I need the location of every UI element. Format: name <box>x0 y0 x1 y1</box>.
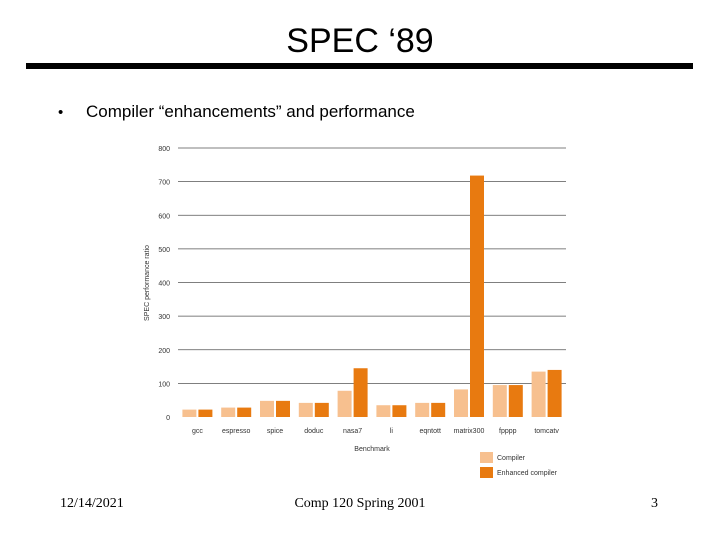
title-divider <box>26 63 693 69</box>
footer-page-number: 3 <box>651 496 658 511</box>
y-tick-label: 800 <box>158 146 170 153</box>
y-tick-label: 100 <box>158 381 170 388</box>
legend-swatch <box>480 452 493 463</box>
x-tick-label: doduc <box>304 428 324 435</box>
bar-matrix300-compiler <box>454 389 468 417</box>
x-tick-label: tomcatv <box>534 428 559 435</box>
bar-spice-compiler <box>260 400 274 417</box>
x-tick-label: eqntott <box>419 428 440 435</box>
bar-li-enhanced <box>392 405 407 417</box>
x-tick-label: spice <box>267 428 283 435</box>
x-tick-label: matrix300 <box>454 428 485 435</box>
bar-li-compiler <box>376 405 391 417</box>
x-tick-label: espresso <box>222 428 251 435</box>
bullet-marker: • <box>58 104 64 121</box>
bullet-text: Compiler “enhancements” and performance <box>86 102 415 121</box>
legend-label: Compiler <box>497 455 526 462</box>
x-tick-label: nasa7 <box>343 428 362 435</box>
slide-title: SPEC ‘89 <box>286 22 434 60</box>
bar-nasa7-compiler <box>337 390 352 417</box>
legend-label: Enhanced compiler <box>497 470 558 477</box>
bar-eqntott-enhanced <box>431 402 446 417</box>
y-tick-label: 0 <box>166 415 170 422</box>
bar-fpppp-compiler <box>492 385 507 417</box>
y-axis-label: SPEC performance ratio <box>144 245 151 321</box>
bar-gcc-compiler <box>182 409 197 417</box>
bar-gcc-enhanced <box>198 409 213 417</box>
x-tick-label: fpppp <box>499 428 517 435</box>
bar-tomcatv-enhanced <box>547 369 562 417</box>
y-tick-label: 200 <box>158 348 170 355</box>
x-tick-label: li <box>390 428 394 435</box>
bar-espresso-compiler <box>221 407 236 417</box>
bar-tomcatv-compiler <box>531 371 546 417</box>
footer-date: 12/14/2021 <box>60 496 124 511</box>
bar-doduc-compiler <box>298 402 313 417</box>
y-tick-label: 500 <box>158 247 170 254</box>
bar-spice-enhanced <box>276 400 290 417</box>
x-tick-label: gcc <box>192 428 203 435</box>
y-tick-label: 400 <box>158 281 170 288</box>
y-tick-label: 700 <box>158 180 170 187</box>
bar-nasa7-enhanced <box>353 368 368 417</box>
bar-matrix300-enhanced <box>470 175 484 417</box>
y-tick-label: 300 <box>158 314 170 321</box>
bar-eqntott-compiler <box>415 402 430 417</box>
legend-swatch <box>480 467 493 478</box>
x-axis-label: Benchmark <box>354 446 390 453</box>
bar-espresso-enhanced <box>237 407 252 417</box>
y-tick-label: 600 <box>158 213 170 220</box>
footer-course: Comp 120 Spring 2001 <box>294 496 426 511</box>
bar-doduc-enhanced <box>314 402 329 417</box>
bar-fpppp-enhanced <box>508 385 523 417</box>
